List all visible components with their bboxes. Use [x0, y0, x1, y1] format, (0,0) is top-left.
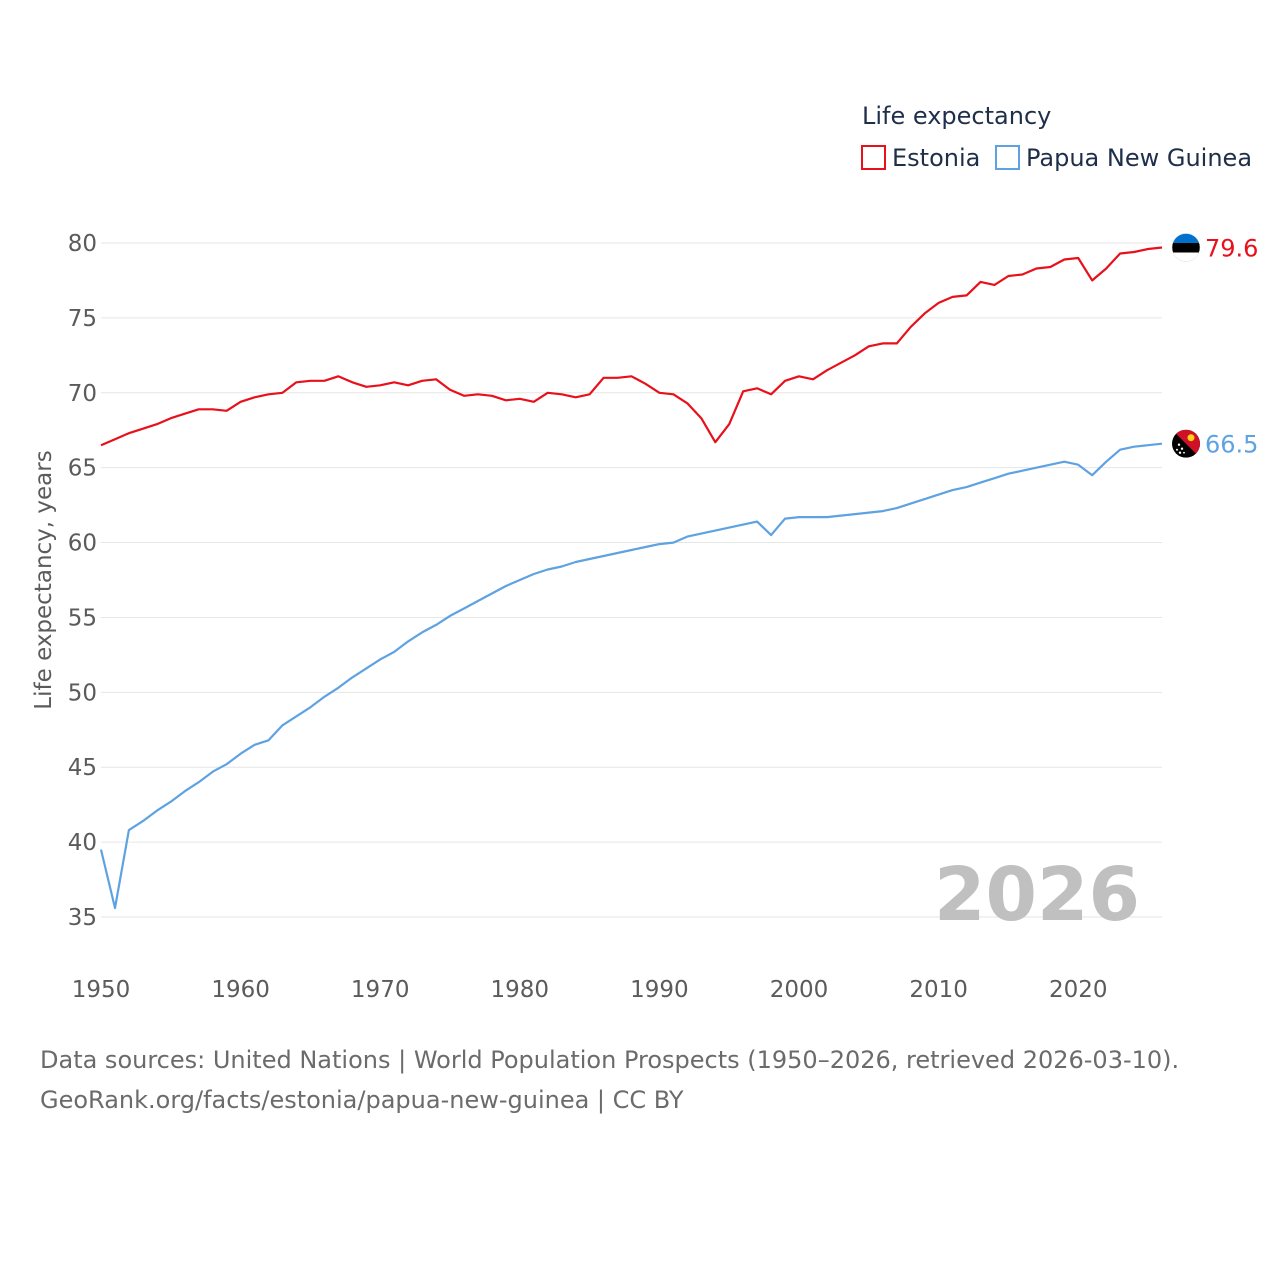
y-tick-label: 55 — [68, 605, 97, 631]
y-tick-label: 45 — [68, 755, 97, 781]
x-axis-ticks: 1950 1960 1970 1980 1990 2000 2010 2020 — [72, 977, 1108, 1003]
y-tick-label: 50 — [68, 680, 97, 706]
y-tick-label: 40 — [68, 830, 97, 856]
y-tick-label: 60 — [68, 531, 97, 557]
legend-title: Life expectancy — [862, 102, 1051, 130]
x-tick-label: 1990 — [630, 977, 689, 1003]
y-tick-label: 80 — [68, 231, 97, 257]
y-tick-label: 70 — [68, 381, 97, 407]
series-lines — [99, 246, 1163, 910]
y-tick-label: 75 — [68, 306, 97, 332]
y-tick-label: 35 — [68, 905, 97, 931]
y-tick-label: 65 — [68, 456, 97, 482]
legend-label-estonia[interactable]: Estonia — [892, 144, 980, 172]
x-tick-label: 1960 — [211, 977, 270, 1003]
papua-new-guinea-end-label: 66.5 — [1205, 431, 1258, 459]
estonia-flag-icon — [1171, 233, 1201, 262]
x-tick-label: 2000 — [770, 977, 829, 1003]
year-watermark: 2026 — [934, 852, 1140, 938]
y-axis-title: Life expectancy, years — [31, 450, 57, 709]
footer: Data sources: United Nations | World Pop… — [40, 1040, 1260, 1120]
papua-new-guinea-flag-icon — [1172, 429, 1200, 458]
chart: Life expectancy Estonia Papua New Guinea… — [31, 102, 1258, 1003]
y-axis-ticks: 35 40 45 50 55 60 65 70 75 80 — [68, 231, 97, 931]
legend-swatch-papua-new-guinea[interactable] — [995, 145, 1020, 170]
legend-swatch-estonia[interactable] — [861, 145, 886, 170]
series-line-papua-new-guinea[interactable] — [99, 442, 1163, 910]
series-line-estonia[interactable] — [100, 246, 1163, 447]
legend-label-papua-new-guinea[interactable]: Papua New Guinea — [1026, 144, 1252, 172]
source-link[interactable]: GeoRank.org/facts/estonia/papua-new-guin… — [40, 1086, 684, 1114]
data-sources-note: Data sources: United Nations | World Pop… — [40, 1046, 1180, 1074]
x-tick-label: 1950 — [72, 977, 131, 1003]
estonia-end-label: 79.6 — [1205, 235, 1258, 263]
x-tick-label: 2020 — [1049, 977, 1108, 1003]
x-tick-label: 2010 — [909, 977, 968, 1003]
x-tick-label: 1970 — [351, 977, 410, 1003]
x-tick-label: 1980 — [491, 977, 550, 1003]
gridlines — [101, 242, 1162, 918]
